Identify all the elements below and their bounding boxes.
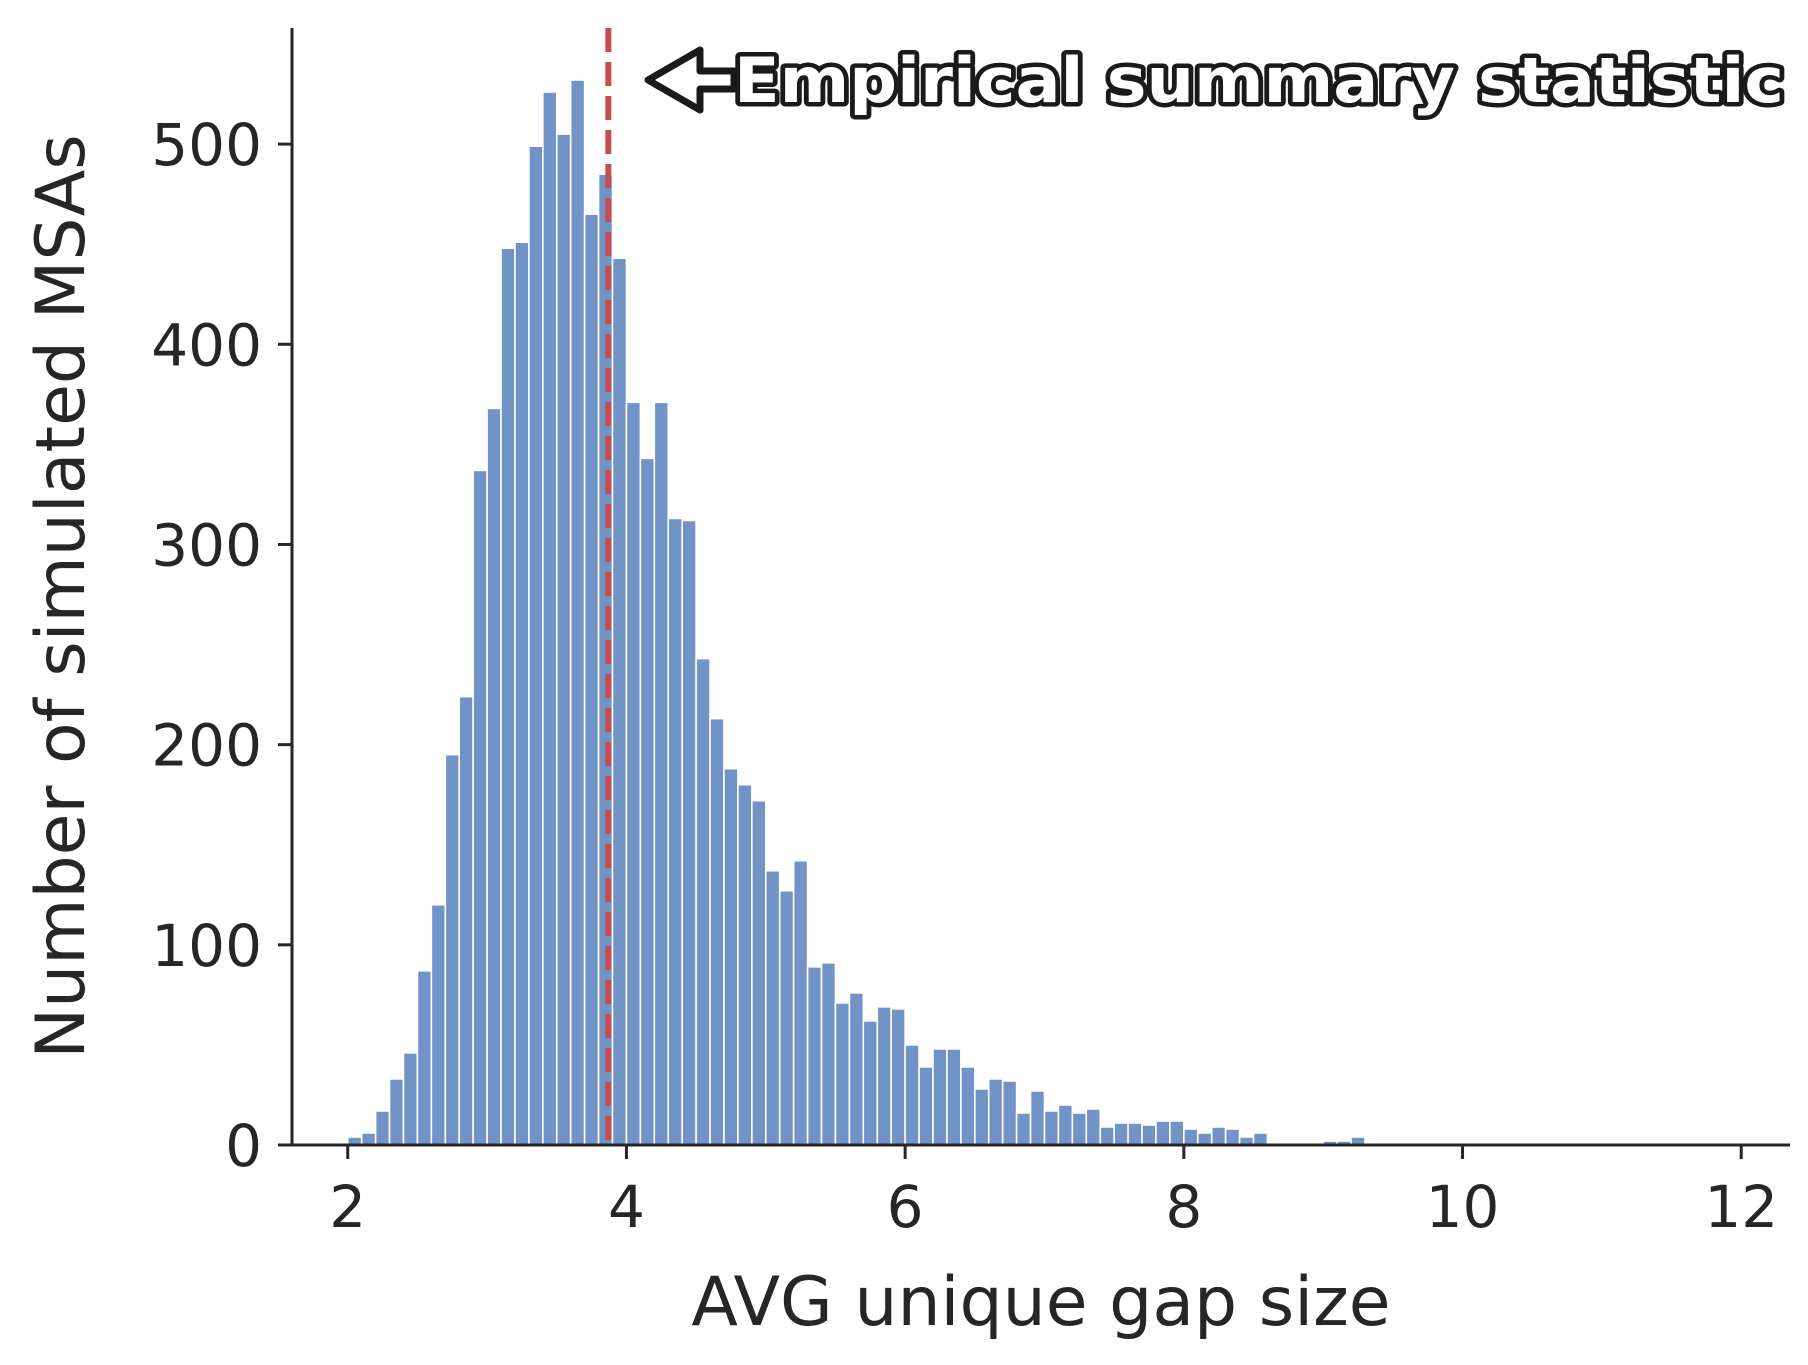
histogram-bar <box>1127 1122 1143 1146</box>
histogram-bar <box>416 970 433 1146</box>
histogram-bar <box>1141 1124 1157 1146</box>
histogram-bar <box>1210 1126 1227 1146</box>
histogram-bar <box>1099 1126 1115 1146</box>
x-tick-label: 2 <box>329 1173 366 1241</box>
histogram-bar <box>1224 1128 1241 1146</box>
histogram-bar <box>625 401 642 1146</box>
x-tick-label: 6 <box>887 1173 924 1241</box>
histogram-bar <box>555 133 572 1146</box>
histogram-bar <box>486 407 502 1146</box>
x-ticks: 2 4 6 8 10 12 <box>329 1145 1778 1241</box>
histogram-bar <box>751 799 767 1146</box>
y-tick-label: 400 <box>151 311 262 379</box>
histogram-bar <box>374 1110 391 1146</box>
histogram-bar <box>904 1044 920 1146</box>
histogram-bar <box>932 1048 948 1146</box>
histogram-bar <box>820 962 837 1146</box>
histogram-bar <box>890 1008 906 1146</box>
x-tick-label: 8 <box>1165 1173 1202 1241</box>
left-arrow-icon <box>644 46 738 114</box>
histogram-bar <box>458 695 474 1146</box>
histogram-bar <box>360 1132 377 1146</box>
histogram-bar <box>848 992 865 1146</box>
y-tick-label: 200 <box>151 712 262 780</box>
histogram-bar <box>1043 1110 1060 1146</box>
histogram-bar <box>1252 1132 1269 1146</box>
histogram-bar <box>918 1066 934 1146</box>
annotation-text: Empirical summary statistic <box>734 44 1784 117</box>
axes <box>290 28 1790 1147</box>
histogram-bar <box>514 241 530 1146</box>
y-tick-label: 100 <box>151 912 262 980</box>
histogram-bar <box>569 79 586 1146</box>
histogram-bar <box>639 457 656 1146</box>
histogram-bar <box>681 519 697 1146</box>
histogram-bar <box>1015 1112 1032 1146</box>
histogram-bar <box>388 1078 405 1146</box>
histogram-bar <box>1085 1108 1102 1146</box>
histogram-bar <box>1029 1090 1046 1146</box>
histogram-bar <box>974 1088 990 1146</box>
x-axis-label: AVG unique gap size <box>691 1263 1390 1342</box>
histogram-bar <box>583 213 600 1146</box>
histogram-bar <box>876 1006 893 1146</box>
histogram-bar <box>1001 1080 1018 1146</box>
x-tick-label: 12 <box>1704 1173 1778 1241</box>
histogram-bar <box>862 1020 879 1146</box>
histogram-bar <box>1183 1128 1199 1146</box>
histogram-bar <box>430 903 447 1146</box>
y-axis-label: Number of simulated MSAs <box>22 134 101 1058</box>
annotation: Empirical summary statistic <box>644 40 1789 122</box>
histogram-bar <box>834 1002 851 1146</box>
histogram-bar <box>1057 1104 1074 1146</box>
histogram-bar <box>764 869 781 1146</box>
histogram-bar <box>723 767 739 1146</box>
histogram-bar <box>1155 1120 1171 1146</box>
histogram-bar <box>500 247 516 1146</box>
histogram-bar <box>611 257 628 1146</box>
histogram-bar <box>1169 1120 1185 1146</box>
y-tick-label: 0 <box>225 1112 262 1180</box>
y-tick-label: 300 <box>151 511 262 579</box>
histogram-bar <box>653 401 670 1146</box>
histogram-bar <box>667 517 683 1146</box>
histogram-bar <box>960 1066 976 1146</box>
y-tick-label: 500 <box>151 111 262 179</box>
histogram-bar <box>528 145 544 1146</box>
histogram-bar <box>792 859 809 1146</box>
histogram-bar <box>1196 1132 1213 1146</box>
histogram-bar <box>806 966 823 1146</box>
histogram-bars <box>346 79 1603 1146</box>
histogram-bar <box>402 1052 419 1146</box>
histogram-bar <box>1113 1122 1129 1146</box>
histogram-bar <box>1071 1112 1088 1146</box>
histogram-bar <box>946 1048 962 1146</box>
histogram-bar <box>737 783 753 1146</box>
histogram-bar <box>542 91 558 1146</box>
x-tick-label: 10 <box>1426 1173 1500 1241</box>
histogram-bar <box>472 469 488 1146</box>
histogram-bar <box>695 657 711 1146</box>
histogram-bar <box>987 1078 1004 1146</box>
y-ticks: 0 100 200 300 400 500 <box>151 111 292 1180</box>
histogram-bar <box>444 753 461 1146</box>
x-tick-label: 4 <box>608 1173 645 1241</box>
histogram-bar <box>778 889 795 1146</box>
histogram-bar <box>709 717 725 1146</box>
